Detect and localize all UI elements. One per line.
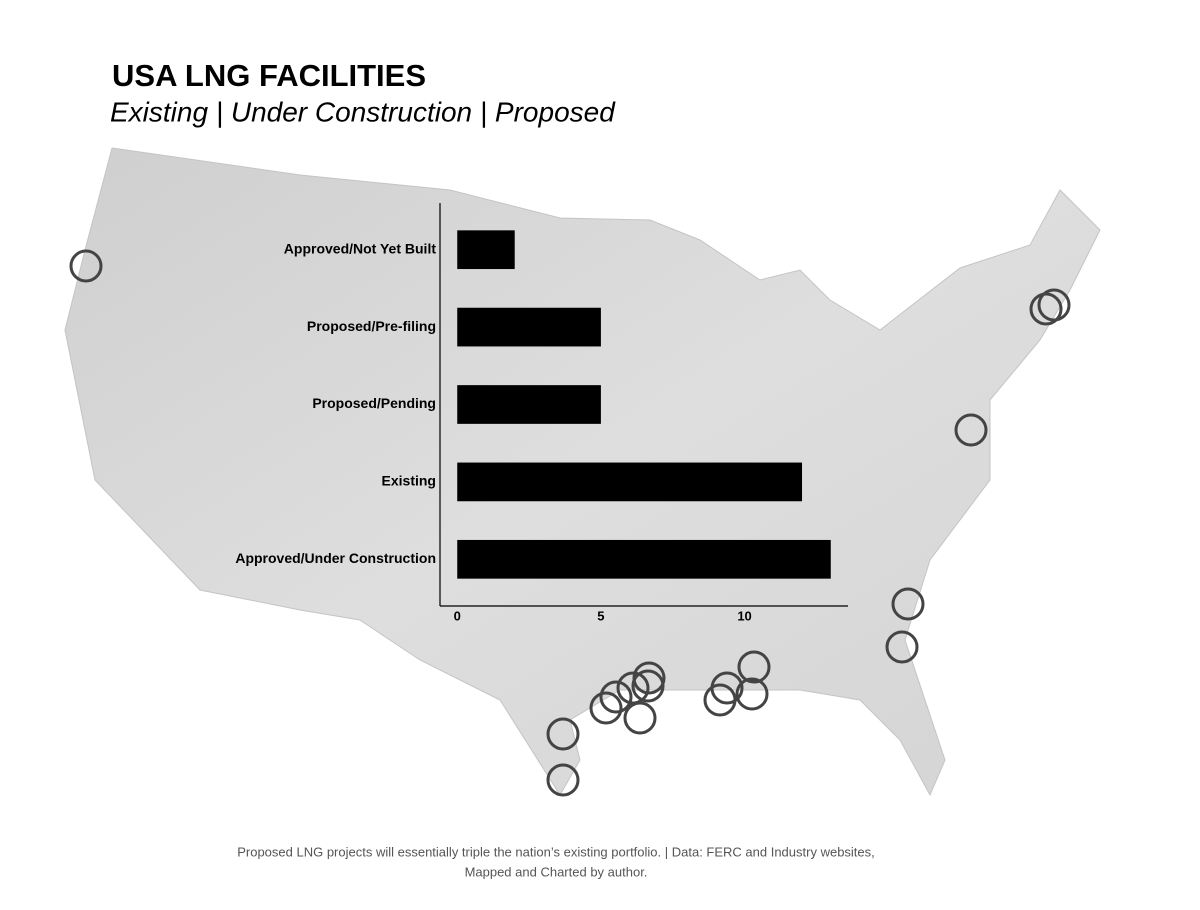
site-marker	[599, 680, 633, 714]
facility-sites	[69, 249, 1071, 797]
chart-subtitle: Existing | Under Construction | Proposed	[110, 96, 616, 127]
site-marker	[954, 413, 988, 447]
site-marker	[735, 677, 769, 711]
site-marker	[616, 671, 650, 705]
site-marker	[69, 249, 103, 283]
site-marker	[891, 587, 925, 621]
caption: Mapped and Charted by author.	[465, 864, 648, 879]
y-tick-label: Existing	[382, 473, 436, 489]
bar	[457, 385, 601, 424]
bar	[457, 307, 601, 347]
bar	[457, 539, 831, 579]
site-marker	[623, 701, 657, 735]
bar	[457, 230, 515, 270]
site-marker	[737, 650, 771, 684]
chart-title: USA LNG FACILITIES	[112, 58, 426, 93]
site-marker	[546, 763, 580, 797]
x-tick-label: 5	[597, 608, 604, 623]
site-marker	[546, 717, 580, 751]
y-tick-label: Proposed/Pending	[312, 395, 436, 411]
y-tick-label: Proposed/Pre-filing	[307, 318, 436, 334]
site-marker	[589, 691, 623, 725]
caption: Proposed LNG projects will essentially t…	[237, 844, 875, 859]
site-marker	[1037, 288, 1071, 322]
y-tick-label: Approved/Under Construction	[235, 550, 436, 566]
x-tick-label: 0	[454, 608, 461, 623]
y-tick-label: Approved/Not Yet Built	[284, 240, 437, 256]
site-marker	[631, 669, 665, 703]
x-tick-label: 10	[737, 608, 751, 623]
site-marker	[885, 630, 919, 664]
bar	[457, 462, 803, 502]
site-marker	[703, 683, 737, 717]
